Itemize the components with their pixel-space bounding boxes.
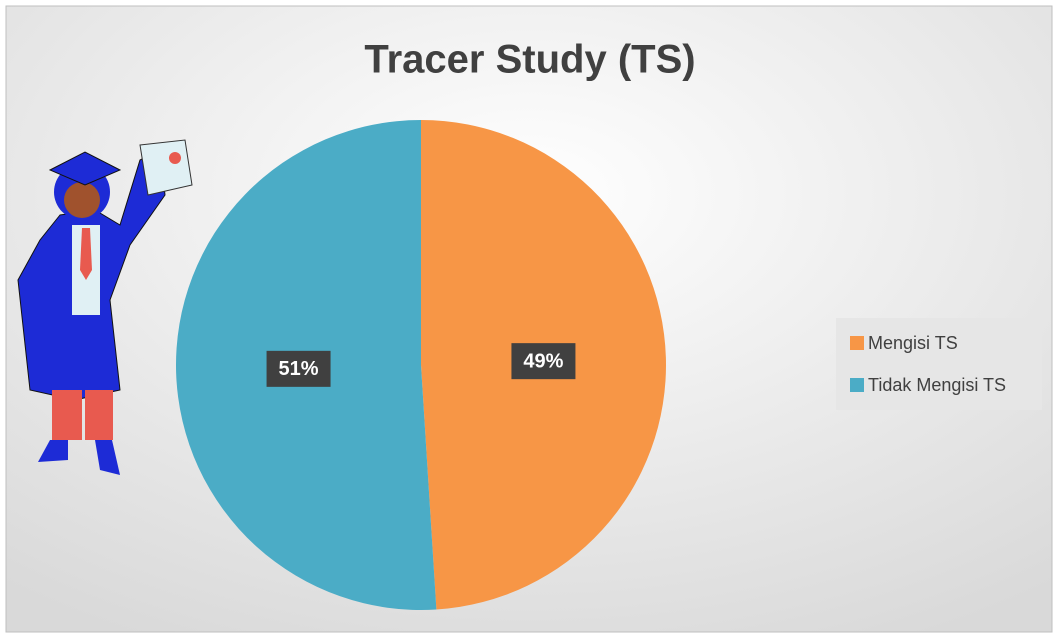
legend-swatch bbox=[850, 378, 864, 392]
data-label: 51% bbox=[279, 358, 319, 380]
legend-label: Mengisi TS bbox=[868, 333, 958, 353]
chart-title: Tracer Study (TS) bbox=[364, 38, 695, 82]
legend-swatch bbox=[850, 336, 864, 350]
legend-label: Tidak Mengisi TS bbox=[868, 375, 1006, 395]
chart: Tracer Study (TS) 49% 51% Mengisi TS Tidak … bbox=[0, 0, 1054, 634]
data-label: 49% bbox=[523, 350, 563, 372]
